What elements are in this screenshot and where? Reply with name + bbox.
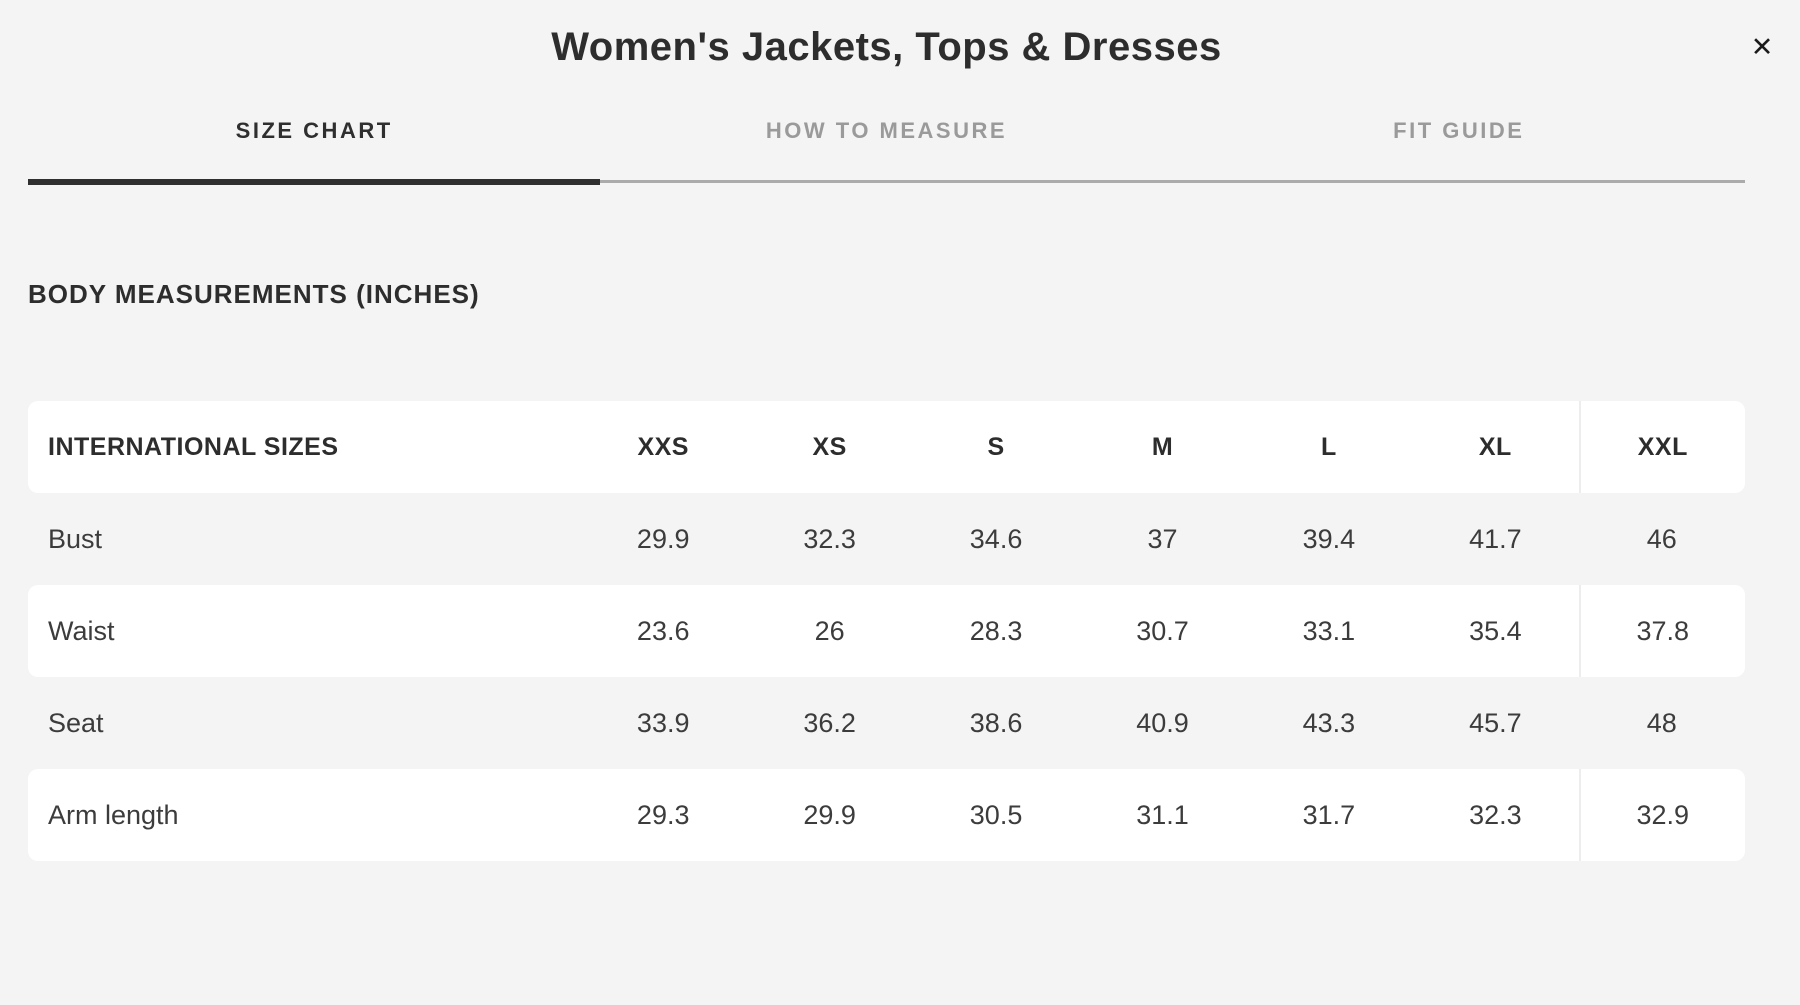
measurement-value-cell: 41.7 xyxy=(1469,523,1522,554)
measurement-value-cell: 39.4 xyxy=(1302,523,1356,554)
tab-fit-guide-label: FIT GUIDE xyxy=(1393,118,1525,143)
measurement-value-cell: 45.7 xyxy=(1469,707,1522,738)
measurement-value-cell: 32.3 xyxy=(1469,799,1522,830)
measurement-value-cell: 32.3 xyxy=(803,523,856,554)
table-row-seat: Seat 33.9 36.2 38.6 40.9 43.3 45.7 48 xyxy=(28,677,1745,769)
measurement-value-cell: 30.7 xyxy=(1136,615,1189,646)
column-header-international-sizes: INTERNATIONAL SIZES xyxy=(48,432,339,461)
measurement-value-cell: 29.9 xyxy=(803,799,856,830)
tab-how-to-measure[interactable]: HOW TO MEASURE xyxy=(600,118,1172,180)
size-table: INTERNATIONAL SIZES XXS XS S M L XL XXL … xyxy=(28,401,1745,861)
column-header-xxl: XXL xyxy=(1578,401,1745,493)
column-header-xxs: XXS xyxy=(637,432,689,461)
measurement-value-cell: 33.9 xyxy=(636,707,690,738)
modal-title: Women's Jackets, Tops & Dresses xyxy=(551,25,1222,69)
measurement-row-label: Bust xyxy=(48,523,103,554)
measurement-value-cell: 37 xyxy=(1147,523,1178,554)
measurement-value-cell: 23.6 xyxy=(636,615,690,646)
section-heading: BODY MEASUREMENTS (INCHES) xyxy=(28,279,480,309)
measurement-value-cell: 46 xyxy=(1646,523,1677,554)
measurement-value-cell: 40.9 xyxy=(1136,707,1189,738)
column-header-xl: XL xyxy=(1478,432,1512,461)
column-header-l: L xyxy=(1321,432,1337,461)
column-header-xs: XS xyxy=(812,432,847,461)
size-guide-modal: Women's Jackets, Tops & Dresses SIZE CHA… xyxy=(28,22,1745,861)
column-header-m: M xyxy=(1151,432,1174,461)
measurement-value-cell: 43.3 xyxy=(1302,707,1356,738)
tab-size-chart-label: SIZE CHART xyxy=(235,118,393,143)
column-header-s: S xyxy=(987,432,1005,461)
table-row-bust: Bust 29.9 32.3 34.6 37 39.4 41.7 46 xyxy=(28,493,1745,585)
tab-fit-guide[interactable]: FIT GUIDE xyxy=(1173,118,1745,180)
measurement-value-cell: 34.6 xyxy=(969,523,1023,554)
measurement-row-label: Seat xyxy=(48,707,104,738)
measurement-value-cell: 29.9 xyxy=(636,523,690,554)
table-row-waist: Waist 23.6 26 28.3 30.7 33.1 35.4 37.8 xyxy=(28,585,1745,677)
measurement-value-cell: 31.7 xyxy=(1302,799,1356,830)
table-row-arm-length: Arm length 29.3 29.9 30.5 31.1 31.7 32.3… xyxy=(28,769,1745,861)
measurement-value-cell: 35.4 xyxy=(1469,615,1522,646)
measurement-value-cell: 33.1 xyxy=(1302,615,1356,646)
measurement-value-cell: 48 xyxy=(1646,707,1677,738)
tab-bar: SIZE CHART HOW TO MEASURE FIT GUIDE xyxy=(28,118,1745,185)
measurement-value-cell: 30.5 xyxy=(969,799,1023,830)
measurement-row-label: Waist xyxy=(48,615,115,646)
measurement-value-cell: 36.2 xyxy=(803,707,856,738)
table-header-row: INTERNATIONAL SIZES XXS XS S M L XL XXL xyxy=(28,401,1745,493)
close-icon: ✕ xyxy=(1750,32,1774,63)
measurement-value-cell: 38.6 xyxy=(969,707,1023,738)
measurement-value-cell: 26 xyxy=(814,615,845,646)
close-button[interactable]: ✕ xyxy=(1740,26,1784,70)
tab-how-to-measure-label: HOW TO MEASURE xyxy=(765,118,1008,143)
measurement-value-cell: 32.9 xyxy=(1578,769,1745,861)
measurement-row-label: Arm length xyxy=(48,799,179,830)
measurement-value-cell: 29.3 xyxy=(636,799,690,830)
measurement-value-cell: 31.1 xyxy=(1136,799,1189,830)
measurement-value-cell: 28.3 xyxy=(969,615,1023,646)
measurement-value-cell: 37.8 xyxy=(1578,585,1745,677)
tab-size-chart[interactable]: SIZE CHART xyxy=(28,118,601,185)
